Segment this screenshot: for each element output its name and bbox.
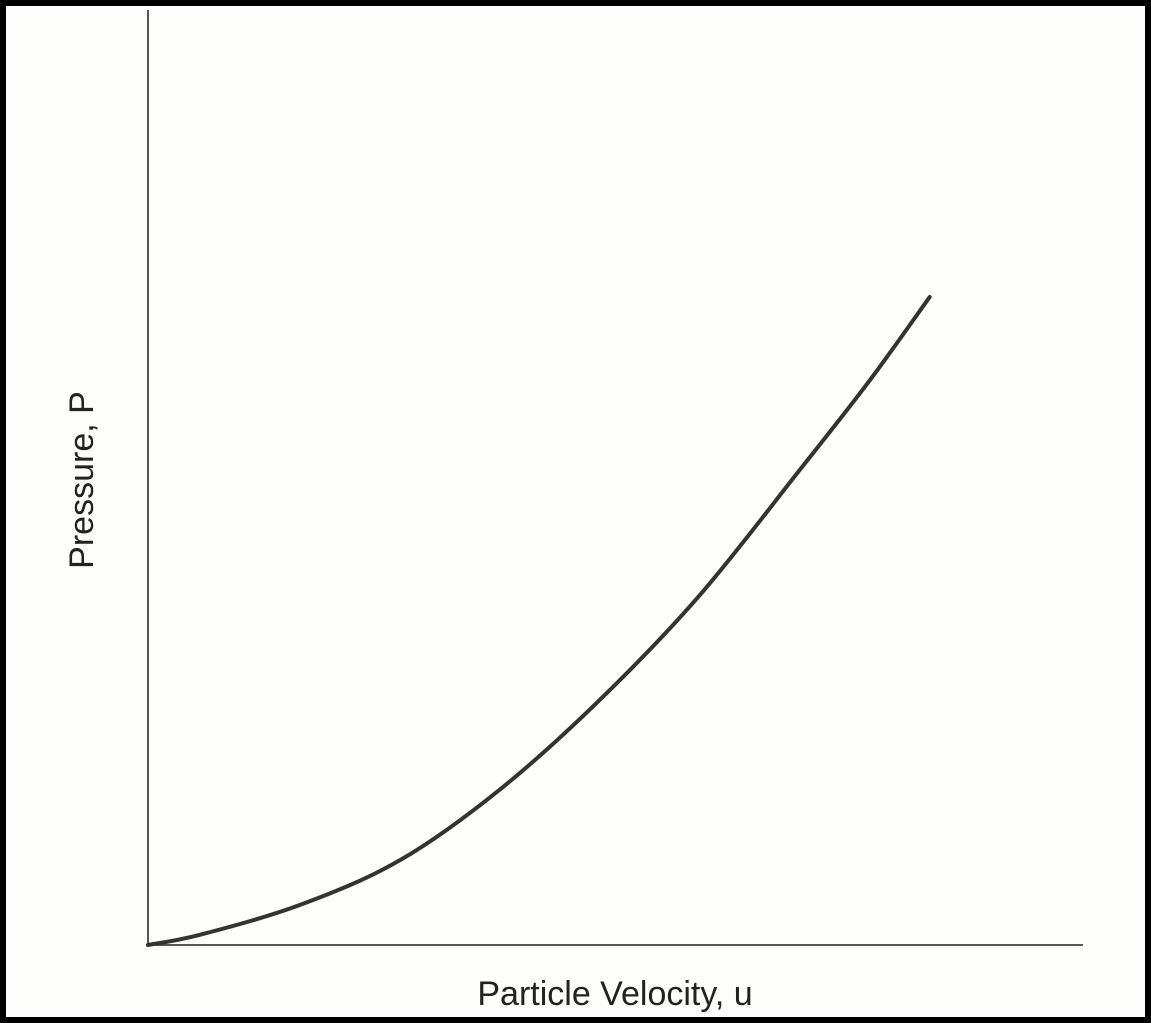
x-axis-label: Particle Velocity, u [477,975,752,1013]
curve [146,295,932,947]
y-axis-label: Pressure, P [63,391,101,569]
